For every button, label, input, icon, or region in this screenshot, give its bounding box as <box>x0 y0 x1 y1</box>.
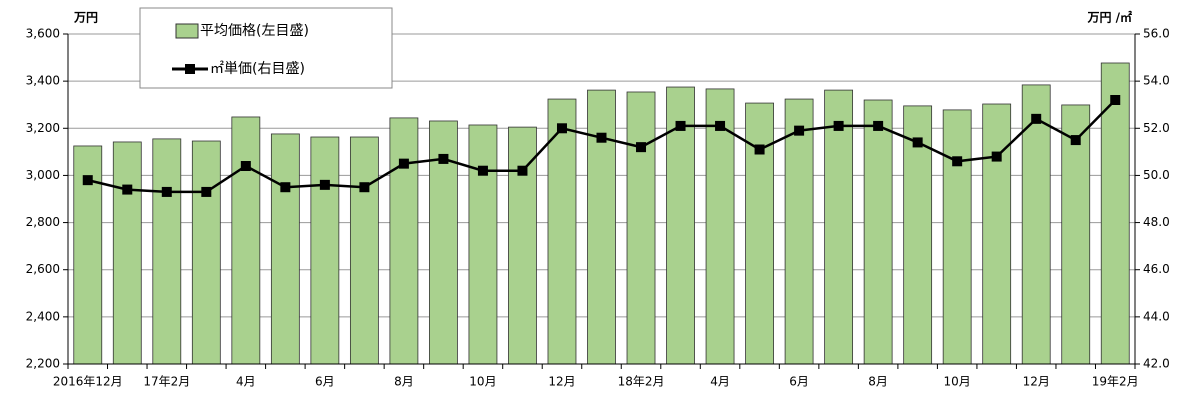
line-marker <box>754 144 765 155</box>
line-marker <box>952 156 963 167</box>
x-tick-label: 10月 <box>469 375 496 389</box>
bar <box>824 89 854 365</box>
x-tick-label: 6月 <box>789 375 809 389</box>
y2-tick-label: 48.0 <box>1143 215 1170 229</box>
line-marker <box>556 123 567 134</box>
line-marker <box>398 158 409 169</box>
line-marker <box>991 151 1002 162</box>
bar <box>191 140 221 365</box>
bar <box>389 117 419 365</box>
y2-axis-unit: 万円 /㎡ <box>1086 10 1132 25</box>
legend-marker <box>185 64 195 74</box>
legend-label: 平均価格(左目盛) <box>200 23 309 39</box>
bar <box>1021 84 1051 365</box>
bar <box>942 109 972 365</box>
line-marker <box>794 125 805 136</box>
line-marker <box>438 153 449 164</box>
bar <box>784 98 814 365</box>
line-marker <box>161 186 172 197</box>
y2-tick-label: 54.0 <box>1143 74 1170 88</box>
bar <box>349 136 379 365</box>
x-tick-label: 19年2月 <box>1092 375 1139 389</box>
line-marker <box>280 182 291 193</box>
x-tick-label: 17年2月 <box>143 375 190 389</box>
x-tick-label: 12月 <box>1023 375 1050 389</box>
line-marker <box>240 161 251 171</box>
bar <box>1061 104 1091 365</box>
y2-tick-label: 46.0 <box>1143 262 1170 276</box>
line-marker <box>477 165 488 176</box>
y-tick-label: 2,200 <box>26 357 60 371</box>
line-marker <box>319 179 330 190</box>
line-marker <box>715 120 726 131</box>
line-marker <box>201 186 212 197</box>
bar <box>982 103 1012 365</box>
bar <box>270 133 300 365</box>
bar <box>468 124 498 365</box>
line-marker <box>873 120 884 131</box>
line-marker <box>517 165 528 176</box>
line-marker <box>1110 95 1121 105</box>
bar <box>1100 62 1130 365</box>
line-marker <box>122 184 133 195</box>
y2-tick-label: 52.0 <box>1143 121 1170 135</box>
bar <box>508 126 537 365</box>
y2-tick-label: 42.0 <box>1143 357 1170 371</box>
bar <box>547 98 577 365</box>
line-marker <box>912 137 923 148</box>
x-tick-label: 4月 <box>710 375 730 389</box>
line-marker <box>359 182 370 193</box>
bar <box>112 141 142 365</box>
line-marker <box>1031 113 1042 124</box>
y-axis-unit: 万円 <box>73 11 98 25</box>
legend-label: ㎡単価(右目盛) <box>210 61 305 77</box>
x-tick-label: 4月 <box>236 375 256 389</box>
x-tick-label: 18年2月 <box>618 375 665 389</box>
bar <box>863 99 893 365</box>
bar <box>666 86 695 365</box>
x-tick-label: 2016年12月 <box>53 375 123 389</box>
y-tick-label: 3,200 <box>26 121 60 135</box>
y-tick-label: 2,800 <box>26 215 60 229</box>
bar <box>705 88 735 365</box>
x-tick-label: 10月 <box>944 375 971 389</box>
x-tick-label: 8月 <box>868 375 888 389</box>
line-marker <box>596 132 607 143</box>
x-tick-label: 12月 <box>548 375 575 389</box>
x-tick-label: 6月 <box>315 375 335 389</box>
bar <box>231 116 261 365</box>
y2-tick-label: 56.0 <box>1143 27 1170 41</box>
line-marker <box>636 142 647 153</box>
line-marker <box>675 120 686 131</box>
line-marker <box>82 175 93 186</box>
y-tick-label: 2,600 <box>26 262 60 276</box>
y-tick-label: 3,400 <box>26 74 60 88</box>
bar <box>903 105 933 365</box>
legend-swatch <box>175 23 199 39</box>
bar <box>310 136 340 365</box>
y2-tick-label: 50.0 <box>1143 168 1170 182</box>
y-tick-label: 3,000 <box>26 168 60 182</box>
bar <box>152 138 182 365</box>
line-marker <box>1070 135 1081 146</box>
legend-box <box>139 7 393 89</box>
y-tick-label: 3,600 <box>26 27 60 41</box>
x-tick-label: 8月 <box>394 375 414 389</box>
y2-tick-label: 44.0 <box>1143 309 1170 323</box>
y-tick-label: 2,400 <box>26 309 60 323</box>
bar <box>626 91 656 365</box>
line-marker <box>833 120 844 131</box>
bar <box>587 89 616 365</box>
